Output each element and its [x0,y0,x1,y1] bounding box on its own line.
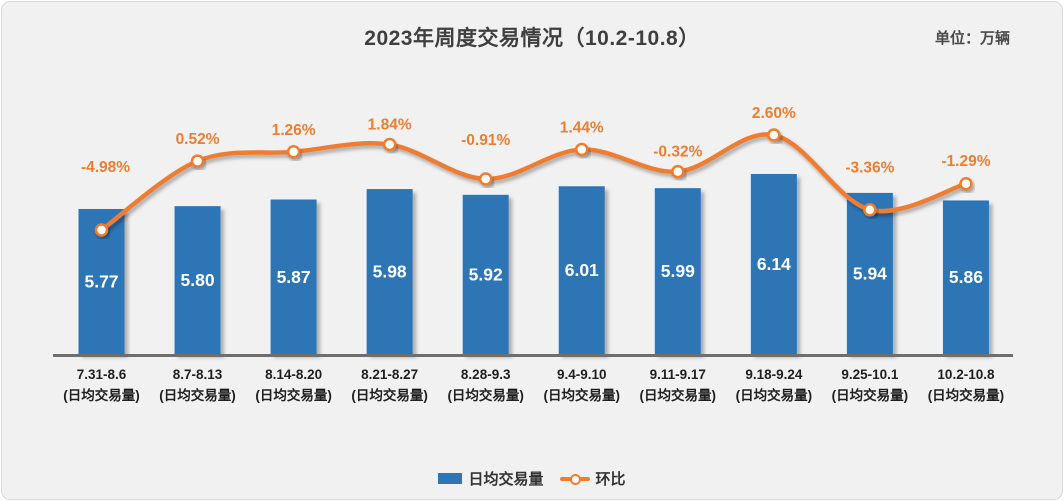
pct-label: -0.91% [461,132,510,149]
x-axis-label: 9.25-10.1 [841,367,899,382]
line-marker [959,177,973,191]
bar [558,186,605,354]
line-series-swatch-icon [559,473,590,485]
bar-value-label: 5.80 [181,270,215,290]
combo-chart: 5.77 5.80 5.87 5.98 5.92 6.01 5.99 6.14 5.94 5.86… [53,105,1013,403]
chart-labels: -4.98% 0.52% 1.26% 1.84% -0.91% 1.44% -0.32% 2.… [63,105,1004,403]
x-axis-sublabel: (日均交易量) [159,387,236,403]
legend-item-line: 环比 [559,468,626,489]
x-axis-label: 8.7-8.13 [173,367,223,382]
unit-label: 单位：万辆 [934,30,1010,47]
chart-title: 2023年周度交易情况（10.2-10.8） [364,27,700,50]
pct-label: -3.36% [845,160,894,177]
x-axis-sublabel: (日均交易量) [832,387,909,403]
pct-label: -4.98% [81,159,130,176]
bar [366,189,413,354]
bar [942,200,989,354]
bar [270,199,317,354]
pct-label: 1.44% [560,120,604,137]
pct-label: -0.32% [653,144,702,161]
x-axis-sublabel: (日均交易量) [351,387,428,403]
x-axis-sublabel: (日均交易量) [255,387,332,403]
bar-series: 5.77 5.80 5.87 5.98 5.92 6.01 5.99 6.14 5.94 5.86 [78,173,989,354]
x-axis-label: 9.11-9.17 [650,367,706,382]
x-axis-sublabel: (日均交易量) [544,387,621,403]
legend-bar-label: 日均交易量 [468,471,544,488]
x-axis-sublabel: (日均交易量) [928,387,1005,403]
trend-line [99,132,969,233]
x-axis-label: 9.18-9.24 [745,367,803,382]
bar [462,194,509,354]
line-marker [478,172,493,186]
line-series [94,128,973,237]
line-marker-icon [569,473,581,485]
pct-label: 2.60% [752,105,796,122]
x-axis-sublabel: (日均交易量) [447,387,524,403]
legend-item-bar: 日均交易量 [438,468,544,489]
x-axis-label: 8.14-8.20 [265,367,322,382]
x-axis-sublabel: (日均交易量) [736,387,813,403]
line-marker [286,145,301,159]
x-axis-label: 10.2-10.8 [937,367,995,382]
line-marker [863,202,877,217]
pct-label: 0.52% [176,131,220,148]
x-axis-label: 7.31-8.6 [77,367,127,382]
x-axis-label: 9.4-9.10 [557,367,607,382]
x-axis-sublabel: (日均交易量) [63,387,140,403]
bar-value-label: 5.87 [277,267,311,287]
bar-value-label: 5.86 [949,267,983,287]
bar [654,188,701,354]
bar-value-label: 5.94 [853,263,887,283]
bar-value-label: 5.98 [373,262,407,282]
legend: 日均交易量 环比 [2,468,1062,489]
pct-label: 1.84% [368,117,412,134]
bar-series-swatch-icon [438,473,463,484]
bar-value-label: 5.99 [661,261,695,281]
x-axis-sublabel: (日均交易量) [640,387,717,403]
line-marker [767,128,781,142]
x-axis-label: 8.28-9.3 [461,367,511,382]
bar [846,192,893,354]
legend-line-label: 环比 [595,471,626,488]
bar [174,206,221,354]
x-axis-label: 8.21-8.27 [361,367,418,382]
bar-value-label: 6.14 [757,254,791,274]
bar [750,173,797,354]
pct-label: -1.29% [941,153,990,170]
line-marker [382,137,397,152]
bar-value-label: 6.01 [565,260,599,280]
line-marker [94,223,109,237]
pct-label: 1.26% [272,122,316,139]
line-marker [671,164,685,179]
line-marker [190,154,205,168]
bar-value-label: 5.77 [84,271,118,291]
line-marker [575,142,589,157]
bar-value-label: 5.92 [469,264,503,284]
